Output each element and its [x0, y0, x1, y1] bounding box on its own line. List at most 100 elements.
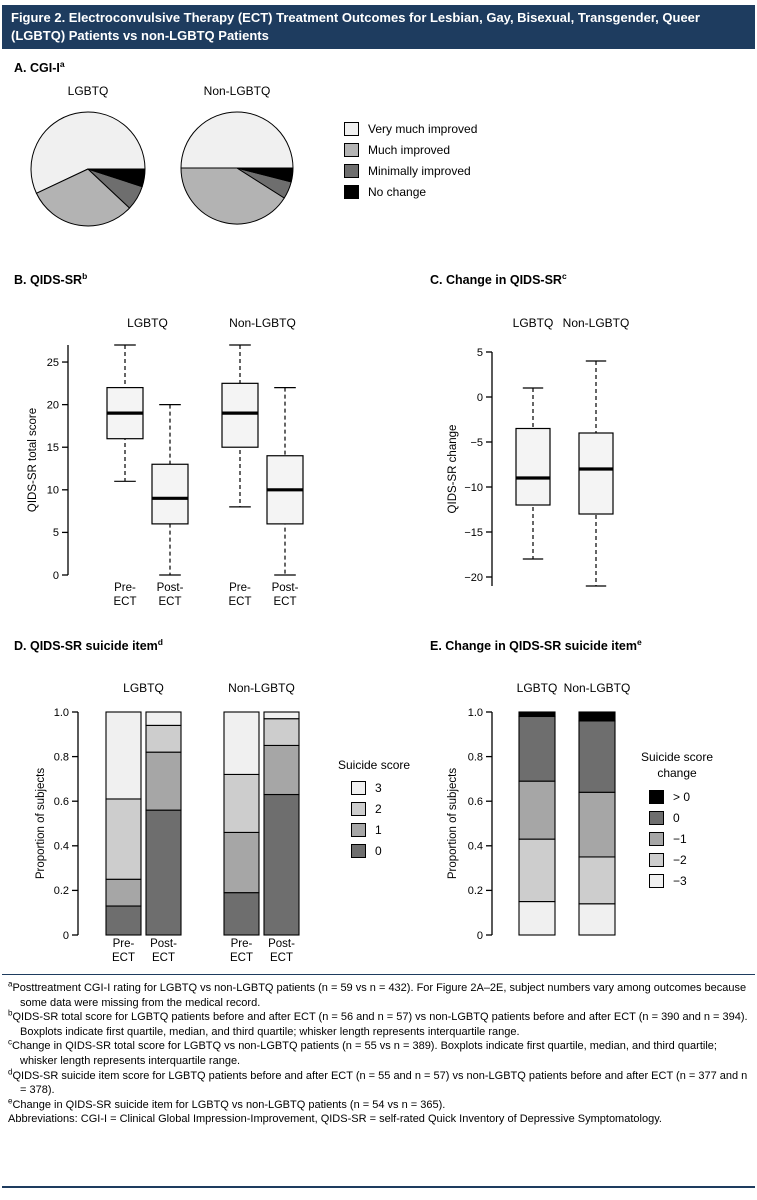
footnote: Abbreviations: CGI-I = Clinical Global I…	[8, 1113, 662, 1126]
svg-text:−10: −10	[464, 482, 483, 494]
suicide-change-legend: Suicide score change > 0 0 −1 −2 −3	[636, 750, 718, 895]
footnotes: aPosttreatment CGI-I rating for LGBTQ vs…	[8, 980, 750, 1127]
svg-text:0.6: 0.6	[468, 796, 483, 808]
svg-text:ECT: ECT	[114, 596, 137, 608]
bottom-rule	[2, 1186, 755, 1188]
svg-text:ECT: ECT	[159, 596, 182, 608]
panel-d-title: D. QIDS-SR suicide itemd	[14, 637, 163, 653]
svg-text:Proportion of subjects: Proportion of subjects	[447, 768, 459, 879]
legend-label: 2	[375, 802, 382, 816]
panel-b-title-sup: b	[82, 271, 88, 281]
legend-item: 2	[351, 802, 410, 816]
legend-label: 0	[673, 811, 680, 826]
legend-swatch	[649, 874, 664, 889]
legend-label: 0	[375, 844, 382, 858]
svg-text:15: 15	[47, 442, 59, 454]
panel-e-title-sup: e	[636, 637, 642, 647]
panel-e-title: E. Change in QIDS-SR suicide iteme	[430, 637, 642, 653]
panel-b-title-text: B. QIDS-SR	[14, 273, 83, 288]
svg-text:LGBTQ: LGBTQ	[513, 316, 554, 330]
svg-text:Proportion of subjects: Proportion of subjects	[35, 768, 47, 879]
legend-swatch	[344, 164, 359, 178]
legend-label: Much improved	[368, 143, 451, 157]
svg-text:Post-: Post-	[150, 938, 177, 950]
legend-label: No change	[368, 185, 427, 199]
svg-text:ECT: ECT	[270, 952, 293, 964]
footnote: dQIDS-SR suicide item score for LGBTQ pa…	[8, 1066, 748, 1097]
svg-text:Pre-: Pre-	[113, 938, 135, 950]
panel-d-title-text: D. QIDS-SR suicide item	[14, 639, 158, 654]
legend-item: No change	[344, 185, 477, 199]
svg-text:0.8: 0.8	[468, 751, 483, 763]
legend-item: −1	[649, 832, 718, 847]
svg-text:20: 20	[47, 399, 59, 411]
legend-swatch	[351, 781, 366, 795]
legend-swatch	[344, 143, 359, 157]
svg-text:Non-LGBTQ: Non-LGBTQ	[228, 681, 295, 695]
legend-label: −3	[673, 874, 687, 889]
legend-swatch	[351, 844, 366, 858]
svg-text:5: 5	[53, 527, 59, 539]
svg-text:−5: −5	[470, 437, 483, 449]
legend-item: Very much improved	[344, 122, 477, 136]
svg-text:0.4: 0.4	[54, 841, 69, 853]
legend-swatch	[649, 853, 664, 868]
legend-label: Very much improved	[368, 122, 478, 136]
panel-d-title-sup: d	[157, 637, 163, 647]
legend-item: −2	[649, 853, 718, 868]
svg-text:−20: −20	[464, 572, 483, 584]
legend-item: Minimally improved	[344, 164, 477, 178]
svg-text:Post-: Post-	[157, 582, 184, 594]
svg-text:Post-: Post-	[272, 582, 299, 594]
svg-text:ECT: ECT	[229, 596, 252, 608]
svg-text:0: 0	[477, 930, 483, 942]
legend-label: > 0	[673, 790, 691, 805]
svg-text:Post-: Post-	[268, 938, 295, 950]
panel-a-title-sup: a	[59, 59, 65, 69]
panel-c-title-text: C. Change in QIDS-SR	[430, 273, 562, 288]
legend-item: −3	[649, 874, 718, 889]
legend-swatch	[649, 832, 664, 847]
legend-item: 0	[351, 844, 410, 858]
suicide-change-legend-title: Suicide score change	[640, 750, 714, 780]
svg-text:Pre-: Pre-	[229, 582, 251, 594]
figure-title: Figure 2. Electroconvulsive Therapy (ECT…	[11, 10, 700, 44]
legend-label: −1	[673, 832, 687, 847]
legend-label: Minimally improved	[368, 164, 471, 178]
svg-text:1.0: 1.0	[468, 707, 483, 719]
svg-text:Non-LGBTQ: Non-LGBTQ	[204, 84, 271, 98]
legend-swatch	[649, 790, 664, 805]
cgi-legend: Very much improved Much improved Minimally…	[344, 122, 477, 206]
svg-text:25: 25	[47, 357, 59, 369]
legend-item: 3	[351, 781, 410, 795]
legend-label: 1	[375, 823, 382, 837]
svg-text:0.6: 0.6	[54, 796, 69, 808]
svg-text:QIDS-SR total score: QIDS-SR total score	[27, 408, 39, 512]
svg-text:Pre-: Pre-	[231, 938, 253, 950]
legend-swatch	[344, 185, 359, 199]
panel-a-title: A. CGI-Ia	[14, 59, 65, 75]
svg-text:0: 0	[477, 392, 483, 404]
svg-text:0: 0	[63, 930, 69, 942]
footnote: cChange in QIDS-SR total score for LGBTQ…	[8, 1037, 717, 1067]
legend-label: −2	[673, 853, 687, 868]
svg-text:−15: −15	[464, 527, 483, 539]
legend-item: 0	[649, 811, 718, 826]
svg-text:Non-LGBTQ: Non-LGBTQ	[563, 316, 630, 330]
svg-text:0.2: 0.2	[54, 885, 69, 897]
suicide-score-legend-items: 3 2 1 0	[351, 781, 410, 858]
svg-text:0: 0	[53, 570, 59, 582]
svg-text:Pre-: Pre-	[114, 582, 136, 594]
svg-text:LGBTQ: LGBTQ	[68, 84, 109, 98]
panel-e-title-text: E. Change in QIDS-SR suicide item	[430, 639, 637, 654]
panel-c-title-sup: c	[561, 271, 567, 281]
svg-text:0.2: 0.2	[468, 885, 483, 897]
svg-text:ECT: ECT	[112, 952, 135, 964]
footnote: eChange in QIDS-SR suicide item for LGBT…	[8, 1096, 446, 1111]
suicide-score-legend: Suicide score 3 2 1 0	[338, 758, 410, 865]
panel-a-title-text: A. CGI-I	[14, 61, 60, 76]
suicide-change-legend-items: > 0 0 −1 −2 −3	[649, 790, 718, 889]
legend-swatch	[351, 823, 366, 837]
